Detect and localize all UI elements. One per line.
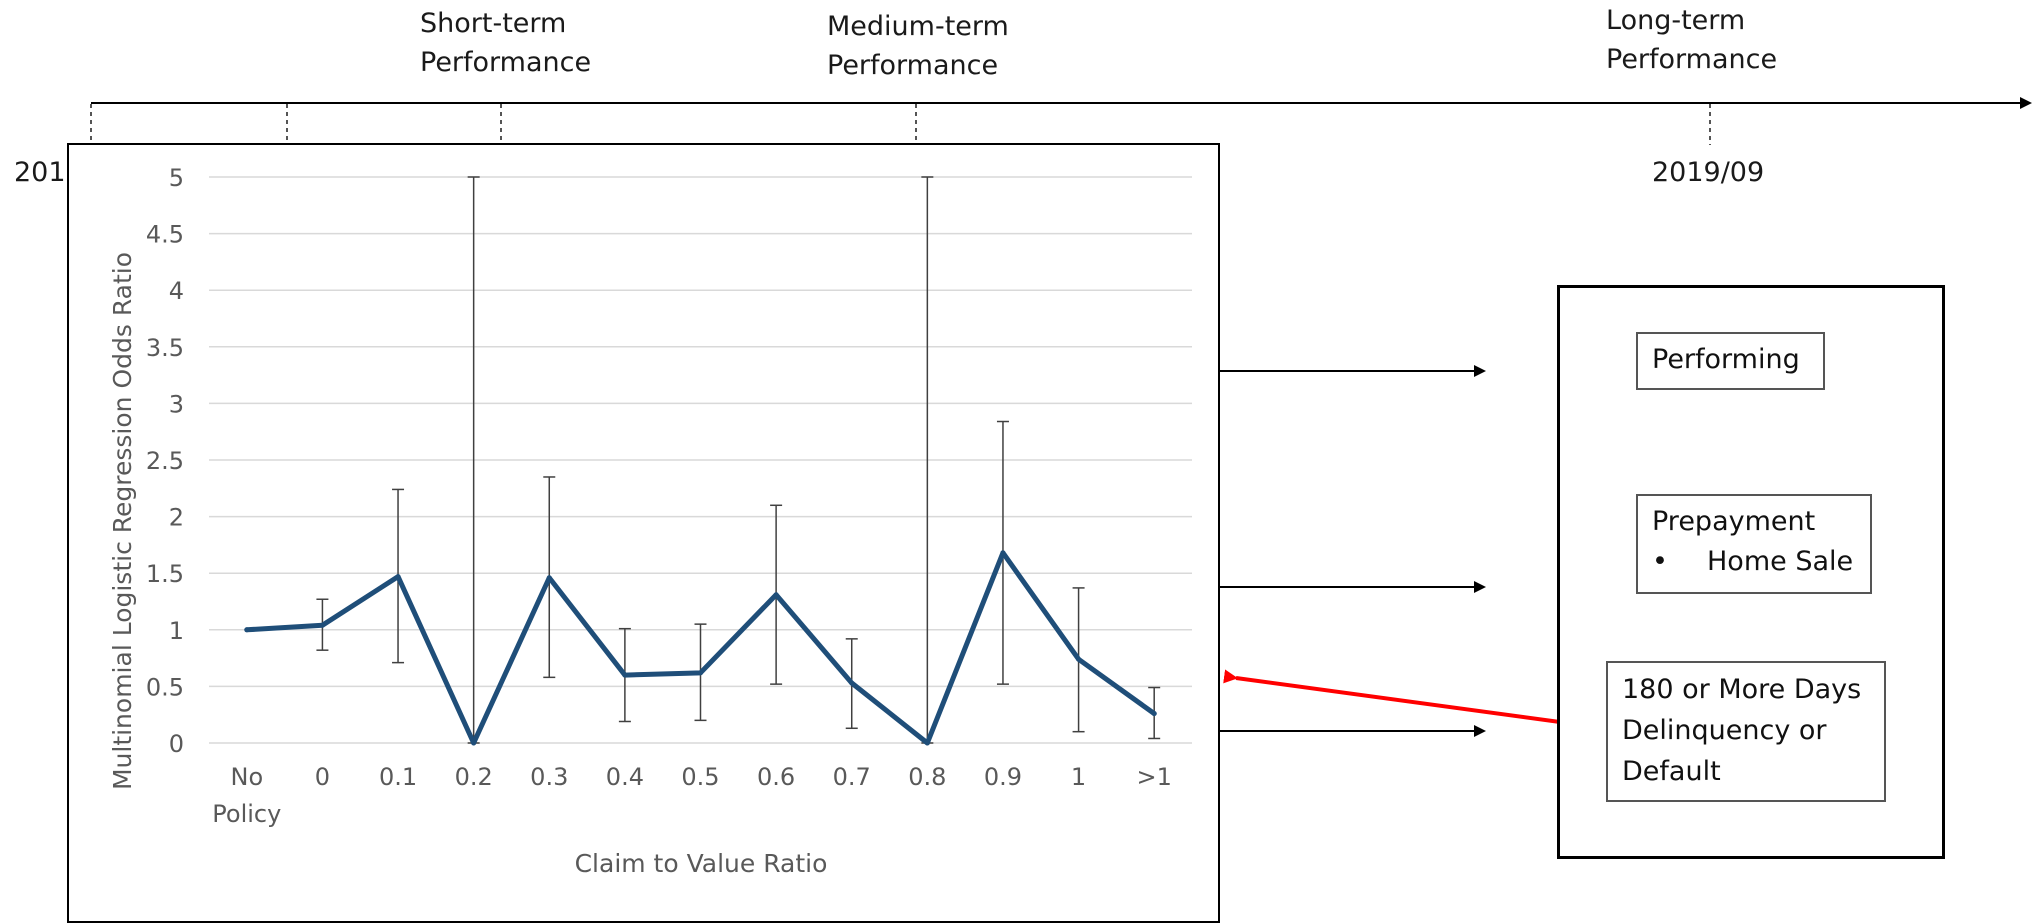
x-tick-label: >1 xyxy=(1136,763,1171,791)
data-point xyxy=(1076,656,1082,662)
outcome-default-line-2: Delinquency or xyxy=(1622,715,1827,746)
data-point xyxy=(546,575,552,581)
x-tick-label: 1 xyxy=(1071,763,1086,791)
chart-panel: 0 0.5 1 1.5 2 2.5 3 3.5 4 4.5 5 No Policy 0 0.1 0.2 0.3… xyxy=(67,143,1220,923)
bullet-dot-icon: • xyxy=(1652,546,1668,577)
x-tick-label: 0.6 xyxy=(757,763,795,791)
data-point xyxy=(319,622,325,628)
data-point xyxy=(395,574,401,580)
start-date-label: 201 xyxy=(14,157,66,188)
x-tick-label: 0.1 xyxy=(379,763,417,791)
x-tick-labels: No Policy 0 0.1 0.2 0.3 0.4 0.5 0.6 0.7 0.8 0.9 1 >1 xyxy=(212,763,1172,828)
x-tick-label: 0.8 xyxy=(908,763,946,791)
data-point xyxy=(773,592,779,598)
outcome-prepayment-label: Prepayment xyxy=(1652,506,1816,537)
x-tick-label: 0 xyxy=(315,763,330,791)
medium-term-label: Medium-term Performance xyxy=(827,11,1009,81)
data-point xyxy=(924,740,930,746)
data-point xyxy=(849,680,855,686)
y-axis-label: Multinomial Logistic Regression Odds Rat… xyxy=(108,252,137,790)
series xyxy=(244,550,1157,746)
outcome-default: 180 or More Days Delinquency or Default xyxy=(1606,661,1886,802)
y-tick-labels: 0 0.5 1 1.5 2 2.5 3 3.5 4 4.5 5 xyxy=(146,164,184,758)
x-tick-label: 0.9 xyxy=(984,763,1022,791)
y-tick-label: 3.5 xyxy=(146,334,184,362)
outcome-prepayment-bullet: • Home Sale xyxy=(1652,542,1856,582)
x-tick-label: 0.3 xyxy=(530,763,568,791)
y-tick-label: 0.5 xyxy=(146,673,184,701)
outcome-default-line-3: Default xyxy=(1622,756,1721,787)
data-point xyxy=(244,627,250,633)
y-tick-label: 1 xyxy=(169,617,184,645)
x-tick-label: 0.7 xyxy=(833,763,871,791)
x-tick-label: 0.4 xyxy=(606,763,644,791)
outcome-performing: Performing xyxy=(1636,332,1825,390)
outcome-prepayment: Prepayment • Home Sale xyxy=(1636,494,1872,594)
x-tick-label: No xyxy=(230,763,263,791)
y-tick-label: 4 xyxy=(169,277,184,305)
long-term-label: Long-term Performance xyxy=(1606,5,1778,75)
odds-ratio-chart: 0 0.5 1 1.5 2 2.5 3 3.5 4 4.5 5 No Policy 0 0.1 0.2 0.3… xyxy=(108,164,1192,878)
end-date-label: 2019/09 xyxy=(1652,157,1765,188)
data-point xyxy=(1151,711,1157,717)
y-tick-label: 4.5 xyxy=(146,221,184,249)
highlight-arrow xyxy=(1223,669,1605,730)
data-point xyxy=(471,740,477,746)
data-point xyxy=(622,672,628,678)
outcome-default-line-1: 180 or More Days xyxy=(1622,674,1862,705)
y-tick-label: 2 xyxy=(169,504,184,532)
data-point xyxy=(1000,550,1006,556)
data-point xyxy=(698,670,703,676)
x-tick-label: 0.2 xyxy=(455,763,493,791)
outcome-prepayment-bullet-text: Home Sale xyxy=(1707,546,1854,577)
y-tick-label: 3 xyxy=(169,390,184,418)
x-tick-label: 0.5 xyxy=(681,763,719,791)
x-tick-label: Policy xyxy=(212,800,281,828)
outcome-performing-label: Performing xyxy=(1652,344,1800,375)
y-tick-label: 5 xyxy=(169,164,184,192)
short-term-label: Short-term Performance xyxy=(420,8,592,78)
y-tick-label: 0 xyxy=(169,730,184,758)
x-axis-label: Claim to Value Ratio xyxy=(575,849,828,878)
y-tick-label: 2.5 xyxy=(146,447,184,475)
y-tick-label: 1.5 xyxy=(146,560,184,588)
